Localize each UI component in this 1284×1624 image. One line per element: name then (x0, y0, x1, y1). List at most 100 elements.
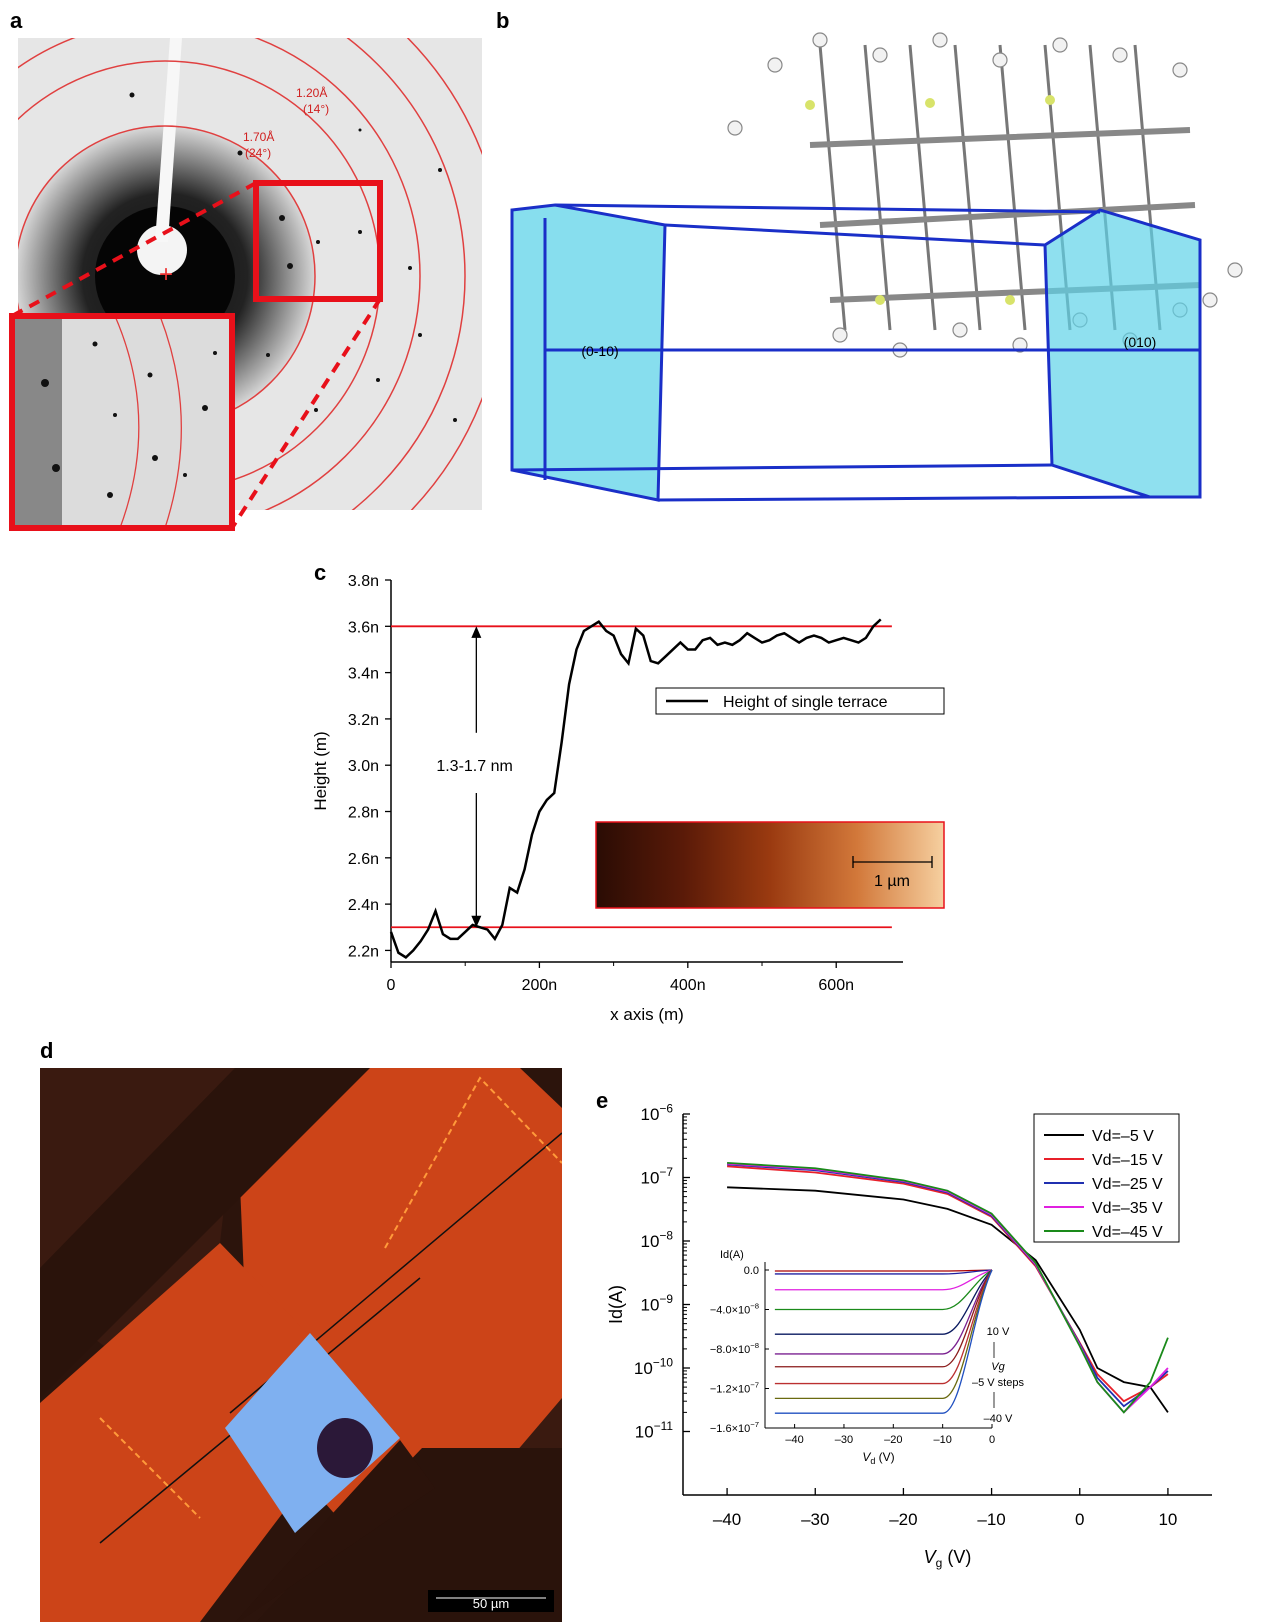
y-tick-label: 2.4n (348, 897, 379, 914)
diffraction-pattern: + 1.20Å (14°) 1.70Å (24°) (9, 38, 482, 531)
panel-label-c: c (314, 560, 327, 585)
inset-x-tick-label: –10 (933, 1434, 951, 1446)
ring-label-1-d: 1.20Å (296, 85, 327, 100)
inset-output-curve (774, 1269, 993, 1335)
legend-label: Vd=–5 V (1092, 1128, 1154, 1145)
transfer-curve-chart: 10−6 10−7 10−8 10−9 10−10 10−11 –40 –30 –20 –10 0 1… (606, 1101, 1212, 1570)
diffraction-spots (129, 92, 457, 422)
crystal-faces (510, 203, 1202, 502)
particle (317, 1418, 373, 1478)
inset-y-tick-label: 0.0 (744, 1265, 759, 1277)
y-tick-label: 3.2n (348, 712, 379, 729)
height-profile-line (389, 618, 882, 959)
x-tick-label: 400n (670, 977, 706, 994)
y-tick-label: 10−10 (634, 1355, 673, 1378)
arrow-down-head (471, 915, 482, 928)
y-tick-label: 3.8n (348, 573, 379, 590)
y-tick-label: 2.6n (348, 851, 379, 868)
y-tick-label: 2.8n (348, 805, 379, 822)
x-tick-label: –40 (713, 1510, 741, 1529)
legend-label: Vd=–15 V (1092, 1152, 1163, 1169)
face-label-right: (010) (1124, 334, 1157, 350)
height-profile-chart: 2.2n 2.4n 2.6n 2.8n 3.0n 3.2n 3.4n 3.6n 3.8n 0 200… (311, 573, 945, 1024)
afm-scalebar-label: 1 µm (874, 873, 910, 890)
beam-stop-arm (155, 38, 182, 242)
y-axis-label: Id(A) (606, 1285, 626, 1324)
y-tick-label: 3.0n (348, 758, 379, 775)
y-axis-label: Height (m) (311, 731, 330, 810)
crystal-structure (809, 44, 1201, 331)
ring-label-1-angle: (14°) (303, 102, 329, 116)
x-tick-label: 200n (522, 977, 558, 994)
ring-label-2-d: 1.70Å (243, 129, 274, 144)
panel-label-a: a (10, 8, 23, 33)
step-var-label: Vg (991, 1361, 1005, 1373)
x-tick-label: 0 (387, 977, 396, 994)
zoom-box (253, 180, 383, 302)
legend-box (1033, 1113, 1180, 1243)
x-tick-label: 0 (1075, 1510, 1084, 1529)
crystal-edges (510, 203, 1200, 502)
transfer-curve (727, 1161, 1169, 1414)
inset-y-tick-label: −1.2×10−7 (710, 1381, 759, 1396)
inset-output-curve (774, 1269, 993, 1368)
x-tick-label: –20 (889, 1510, 917, 1529)
inset-x-tick-label: 0 (989, 1434, 995, 1446)
panel-label-d: d (40, 1038, 54, 1063)
crystal-habit-diagram: (0-10) (010) (510, 32, 1243, 502)
inset-output-curve (774, 1269, 993, 1291)
scalebar-d: 50 µm (473, 1596, 509, 1611)
legend-label: Vd=–45 V (1092, 1224, 1163, 1241)
panel-label-b: b (496, 8, 510, 33)
arrow-up-head (471, 626, 482, 638)
inset-output-curve (774, 1269, 993, 1311)
step-bottom-label: –40 V (984, 1413, 1013, 1425)
x-tick-label: –30 (801, 1510, 829, 1529)
x-tick-label: 600n (818, 977, 854, 994)
crystal-flake (225, 1333, 400, 1533)
sulfur-atoms (805, 95, 1055, 305)
inset-y-tick-label: −4.0×10−8 (710, 1302, 759, 1317)
legend-label: Height of single terrace (723, 694, 888, 711)
inset-output-curve (774, 1269, 993, 1414)
inset-x-tick-label: –30 (835, 1434, 853, 1446)
inset-output-curve (774, 1269, 993, 1400)
inset-output-curve (774, 1269, 993, 1272)
y-tick-label: 10−11 (635, 1419, 674, 1442)
inset-output-curve (774, 1269, 993, 1275)
x-tick-label: 10 (1158, 1510, 1177, 1529)
svg-text:+: + (159, 261, 173, 288)
ring-label-2-angle: (24°) (245, 146, 271, 160)
x-axis-label: x axis (m) (610, 1005, 684, 1024)
afm-inset: 1 µm (595, 821, 945, 909)
y-tick-label: 10−7 (641, 1165, 674, 1188)
step-mid-label: –5 V steps (972, 1377, 1024, 1389)
step-top-label: 10 V (987, 1326, 1010, 1338)
inset-x-axis-label: Vd (V) (862, 1450, 894, 1466)
y-tick-label: 3.6n (348, 619, 379, 636)
device-micrograph: 50 µm (40, 1068, 562, 1622)
inset-output-curve (774, 1269, 993, 1355)
inset-x-tick-label: –40 (785, 1434, 803, 1446)
legend-label: Vd=–25 V (1092, 1176, 1163, 1193)
y-tick-label: 3.4n (348, 666, 379, 683)
central-beam (137, 225, 187, 275)
x-tick-label: –10 (977, 1510, 1005, 1529)
y-tick-label: 10−8 (641, 1228, 674, 1251)
y-tick-label: 2.2n (348, 943, 379, 960)
step-annotation: 1.3-1.7 nm (436, 758, 512, 775)
scalebar-box-d (428, 1590, 554, 1612)
afm-image (595, 821, 945, 909)
legend-label: Vd=–35 V (1092, 1200, 1163, 1217)
x-axis-label: Vg (V) (924, 1547, 972, 1570)
inset-x-tick-label: –20 (884, 1434, 902, 1446)
electrode-bottom (40, 1243, 370, 1622)
inset-output-curve (774, 1269, 993, 1385)
y-tick-label: 10−9 (641, 1292, 674, 1315)
zoom-inset (9, 313, 235, 531)
inset-y-tick-label: −1.6×10−7 (710, 1420, 759, 1435)
transfer-curve (727, 1186, 1169, 1413)
face-label-left: (0-10) (581, 343, 618, 359)
inset-y-tick-label: −8.0×10−8 (710, 1341, 759, 1356)
inset-y-axis-label: Id(A) (720, 1249, 744, 1261)
